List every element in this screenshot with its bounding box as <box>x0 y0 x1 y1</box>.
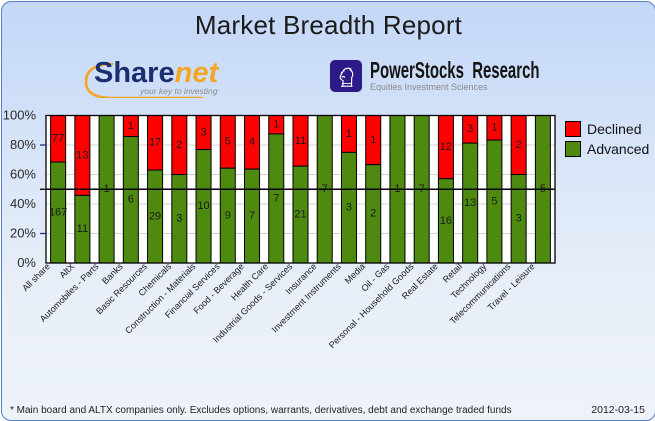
svg-text:10: 10 <box>197 200 209 212</box>
svg-text:3: 3 <box>516 213 522 225</box>
svg-text:2: 2 <box>516 139 522 151</box>
svg-text:3: 3 <box>176 213 182 225</box>
svg-text:5: 5 <box>491 195 497 207</box>
svg-text:1: 1 <box>370 134 376 146</box>
svg-text:80%: 80% <box>10 137 36 152</box>
svg-text:AltX: AltX <box>58 261 77 280</box>
svg-text:7: 7 <box>322 183 328 195</box>
svg-text:5: 5 <box>540 183 546 195</box>
svg-text:13: 13 <box>464 197 476 209</box>
svg-text:60%: 60% <box>10 167 36 182</box>
svg-text:11: 11 <box>295 135 306 147</box>
svg-text:5: 5 <box>225 136 231 148</box>
svg-text:3: 3 <box>346 202 352 214</box>
svg-text:11: 11 <box>77 223 88 235</box>
svg-text:1: 1 <box>346 128 352 140</box>
svg-text:40%: 40% <box>10 196 36 211</box>
svg-text:12: 12 <box>440 141 452 153</box>
svg-text:7: 7 <box>273 192 279 204</box>
svg-text:1: 1 <box>394 183 400 195</box>
svg-text:21: 21 <box>294 209 306 221</box>
svg-text:4: 4 <box>249 136 255 148</box>
svg-text:1: 1 <box>128 120 134 132</box>
svg-text:167: 167 <box>49 206 67 218</box>
svg-text:16: 16 <box>440 215 452 227</box>
svg-text:3: 3 <box>467 123 473 135</box>
svg-text:13: 13 <box>76 149 88 161</box>
svg-text:3: 3 <box>200 126 206 138</box>
svg-text:2: 2 <box>176 139 182 151</box>
svg-text:29: 29 <box>149 210 161 222</box>
svg-text:1: 1 <box>104 183 110 195</box>
svg-text:2: 2 <box>370 208 376 220</box>
svg-text:7: 7 <box>419 183 425 195</box>
svg-text:7: 7 <box>249 210 255 222</box>
svg-text:9: 9 <box>225 209 231 221</box>
svg-text:20%: 20% <box>10 226 36 241</box>
svg-text:6: 6 <box>128 194 134 206</box>
svg-text:17: 17 <box>149 137 161 149</box>
svg-text:0%: 0% <box>17 255 36 270</box>
svg-text:1: 1 <box>491 122 497 134</box>
svg-text:100%: 100% <box>3 108 37 123</box>
svg-text:1: 1 <box>273 119 279 131</box>
svg-text:77: 77 <box>52 133 64 145</box>
